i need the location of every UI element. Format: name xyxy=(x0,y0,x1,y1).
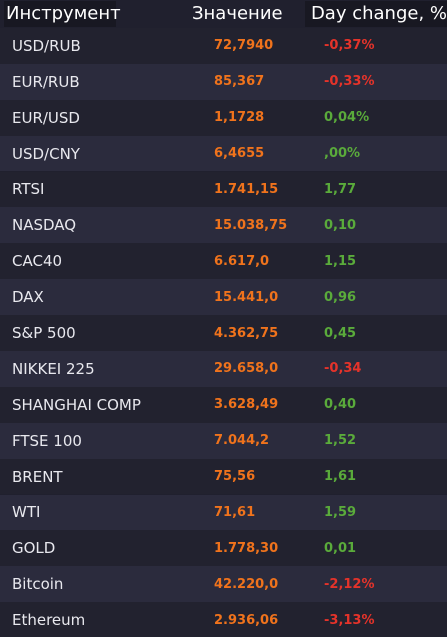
instrument-value: 7.044,2 xyxy=(214,433,270,449)
day-change: 0,04% xyxy=(324,110,370,126)
table-row[interactable]: BRENT 75,56 1,61 xyxy=(0,458,447,495)
table-row[interactable]: FTSE 100 7.044,2 1,52 xyxy=(0,422,447,459)
change-column-header[interactable]: Day change, % xyxy=(304,1,447,27)
instrument-value: 4.362,75 xyxy=(214,325,279,341)
table-row[interactable]: EUR/RUB 85,367 -0,33% xyxy=(0,63,447,100)
day-change: 0,96 xyxy=(324,289,357,305)
day-change: -0,37% xyxy=(324,38,375,54)
table-row[interactable]: USD/RUB 72,7940 -0,37% xyxy=(0,28,447,64)
instrument-name: EUR/RUB xyxy=(12,72,80,91)
day-change: 1,59 xyxy=(324,504,357,520)
instrument-name: USD/CNY xyxy=(12,144,80,163)
instrument-name: CAC40 xyxy=(12,252,63,271)
instrument-value: 29.658,0 xyxy=(214,361,279,377)
instrument-name: DAX xyxy=(12,288,44,307)
instrument-value: 15.441,0 xyxy=(214,289,279,305)
table-row[interactable]: GOLD 1.778,30 0,01 xyxy=(0,530,447,567)
day-change: 1,61 xyxy=(324,469,357,485)
instrument-value: 71,61 xyxy=(214,504,256,520)
instrument-value: 6.617,0 xyxy=(214,253,270,269)
table-row[interactable]: DAX 15.441,0 0,96 xyxy=(0,279,447,316)
table-row[interactable]: Bitcoin 42.220,0 -2,12% xyxy=(0,566,447,603)
instrument-value: 2.936,06 xyxy=(214,612,279,628)
table-row[interactable]: SHANGHAI COMP 3.628,49 0,40 xyxy=(0,386,447,423)
instrument-name: Ethereum xyxy=(12,611,86,630)
table-row[interactable]: Ethereum 2.936,06 -3,13% xyxy=(0,602,447,637)
quotes-table-body: USD/RUB 72,7940 -0,37% EUR/RUB 85,367 -0,33% E… xyxy=(0,28,447,637)
instrument-value: 3.628,49 xyxy=(214,397,279,413)
instrument-value: 15.038,75 xyxy=(214,217,288,233)
day-change: 0,45 xyxy=(324,325,357,341)
instrument-name: WTI xyxy=(12,503,41,522)
day-change: -0,34 xyxy=(324,361,362,377)
instrument-name: Bitcoin xyxy=(12,575,64,594)
instrument-value: 6,4655 xyxy=(214,146,265,162)
table-row[interactable]: NASDAQ 15.038,75 0,10 xyxy=(0,207,447,244)
day-change: -3,13% xyxy=(324,612,375,628)
day-change: 1,77 xyxy=(324,181,357,197)
instrument-value: 1.778,30 xyxy=(214,540,279,556)
instrument-name: EUR/USD xyxy=(12,108,80,127)
table-row[interactable]: EUR/USD 1,1728 0,04% xyxy=(0,99,447,136)
day-change: 0,10 xyxy=(324,217,357,233)
table-row[interactable]: S&P 500 4.362,75 0,45 xyxy=(0,315,447,351)
day-change: -2,12% xyxy=(324,576,375,592)
instrument-value: 75,56 xyxy=(214,469,256,485)
day-change: 0,01 xyxy=(324,540,357,556)
instrument-name: NIKKEI 225 xyxy=(12,359,95,378)
instrument-name: NASDAQ xyxy=(12,216,77,235)
day-change: -0,33% xyxy=(324,74,375,90)
instrument-value: 85,367 xyxy=(214,74,265,90)
instrument-value: 1.741,15 xyxy=(214,181,279,197)
table-row[interactable]: CAC40 6.617,0 1,15 xyxy=(0,243,447,280)
instrument-value: 72,7940 xyxy=(214,38,274,54)
table-row[interactable]: USD/CNY 6,4655 ,00% xyxy=(0,135,447,172)
instrument-name: FTSE 100 xyxy=(12,431,82,450)
table-header: Инструмент Значение Day change, % xyxy=(0,0,447,28)
instrument-name: USD/RUB xyxy=(12,36,81,55)
table-row[interactable]: NIKKEI 225 29.658,0 -0,34 xyxy=(0,351,447,387)
instrument-name: RTSI xyxy=(12,180,45,199)
table-row[interactable]: WTI 71,61 1,59 xyxy=(0,494,447,531)
instrument-column-header[interactable]: Инструмент xyxy=(4,1,121,27)
instrument-value: 42.220,0 xyxy=(214,576,279,592)
day-change: 1,15 xyxy=(324,253,357,269)
instrument-name: GOLD xyxy=(12,539,56,558)
value-column-header[interactable]: Значение xyxy=(192,3,283,24)
day-change: 1,52 xyxy=(324,433,357,449)
instrument-name: S&P 500 xyxy=(12,324,76,343)
instrument-name: BRENT xyxy=(12,467,63,486)
table-row[interactable]: RTSI 1.741,15 1,77 xyxy=(0,171,447,208)
instrument-value: 1,1728 xyxy=(214,110,265,126)
day-change: ,00% xyxy=(324,146,361,162)
instrument-name: SHANGHAI COMP xyxy=(12,395,141,414)
day-change: 0,40 xyxy=(324,397,357,413)
